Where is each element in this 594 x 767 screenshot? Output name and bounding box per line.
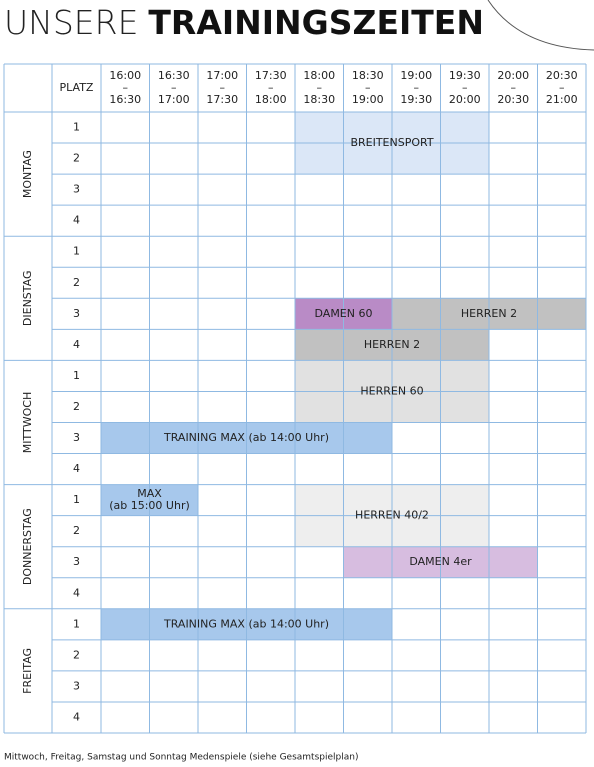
court-number: 4 xyxy=(73,462,80,475)
court-number: 1 xyxy=(73,369,80,382)
slot-start: 20:30 xyxy=(546,69,578,82)
slot-separator: – xyxy=(220,81,226,94)
court-number: 4 xyxy=(73,214,80,227)
slot-end: 17:00 xyxy=(158,93,190,106)
court-number: 4 xyxy=(73,586,80,599)
slot-separator: – xyxy=(317,81,323,94)
court-number: 2 xyxy=(73,648,80,661)
slot-start: 19:30 xyxy=(449,69,481,82)
slot-separator: – xyxy=(268,81,274,94)
labels: PLATZ16:00–16:3016:30–17:0017:00–17:3017… xyxy=(21,69,578,723)
booking-label: MAX xyxy=(137,487,162,500)
slot-separator: – xyxy=(171,81,177,94)
booking-label: HERREN 60 xyxy=(360,384,423,397)
slot-start: 17:00 xyxy=(206,69,238,82)
slot-separator: – xyxy=(414,81,420,94)
footer-note: Mittwoch, Freitag, Samstag und Sonntag M… xyxy=(4,753,358,763)
court-number: 4 xyxy=(73,338,80,351)
booking-label: HERREN 40/2 xyxy=(355,509,429,522)
slot-start: 18:30 xyxy=(352,69,384,82)
day-label: DONNERSTAG xyxy=(21,508,34,585)
slot-start: 18:00 xyxy=(303,69,335,82)
slot-end: 20:00 xyxy=(449,93,481,106)
court-number: 4 xyxy=(73,710,80,723)
booking-label: BREITENSPORT xyxy=(350,136,433,149)
slot-end: 16:30 xyxy=(109,93,141,106)
court-number: 1 xyxy=(73,493,80,506)
court-number: 3 xyxy=(73,431,80,444)
day-label: DIENSTAG xyxy=(21,270,34,326)
title-light: UNSERE xyxy=(4,3,138,42)
slot-start: 16:30 xyxy=(158,69,190,82)
slot-separator: – xyxy=(123,81,129,94)
booking-label: DAMEN 4er xyxy=(409,555,472,568)
booking-label: TRAINING MAX (ab 14:00 Uhr) xyxy=(163,617,329,630)
booking-label: TRAINING MAX (ab 14:00 Uhr) xyxy=(163,431,329,444)
slot-separator: – xyxy=(365,81,371,94)
court-number: 2 xyxy=(73,152,80,165)
booking-label: (ab 15:00 Uhr) xyxy=(109,499,190,512)
court-number: 2 xyxy=(73,276,80,289)
slot-end: 21:00 xyxy=(546,93,578,106)
slot-end: 19:00 xyxy=(352,93,384,106)
slot-end: 20:30 xyxy=(497,93,529,106)
booking-label: HERREN 2 xyxy=(364,338,420,351)
court-number: 3 xyxy=(73,555,80,568)
title: UNSERE TRAININGSZEITEN xyxy=(4,3,484,42)
slot-start: 19:00 xyxy=(400,69,432,82)
title-bold: TRAININGSZEITEN xyxy=(148,3,484,42)
platz-header: PLATZ xyxy=(60,81,94,94)
slot-separator: – xyxy=(462,81,468,94)
court-number: 1 xyxy=(73,617,80,630)
court-number: 2 xyxy=(73,400,80,413)
slot-separator: – xyxy=(511,81,517,94)
court-number: 3 xyxy=(73,679,80,692)
decor-curve xyxy=(487,0,594,51)
slot-end: 19:30 xyxy=(400,93,432,106)
court-number: 1 xyxy=(73,245,80,258)
court-number: 1 xyxy=(73,121,80,134)
day-label: MONTAG xyxy=(21,150,34,198)
court-number: 2 xyxy=(73,524,80,537)
slot-start: 16:00 xyxy=(109,69,141,82)
booking-label: DAMEN 60 xyxy=(315,307,373,320)
court-number: 3 xyxy=(73,307,80,320)
slot-start: 20:00 xyxy=(497,69,529,82)
slot-start: 17:30 xyxy=(255,69,287,82)
slot-separator: – xyxy=(559,81,565,94)
grid xyxy=(3,63,587,734)
slot-end: 17:30 xyxy=(206,93,238,106)
slot-end: 18:30 xyxy=(303,93,335,106)
day-label: MITTWOCH xyxy=(21,392,34,453)
booking-label: HERREN 2 xyxy=(461,307,517,320)
slot-end: 18:00 xyxy=(255,93,287,106)
court-number: 3 xyxy=(73,183,80,196)
day-label: FREITAG xyxy=(21,648,34,694)
